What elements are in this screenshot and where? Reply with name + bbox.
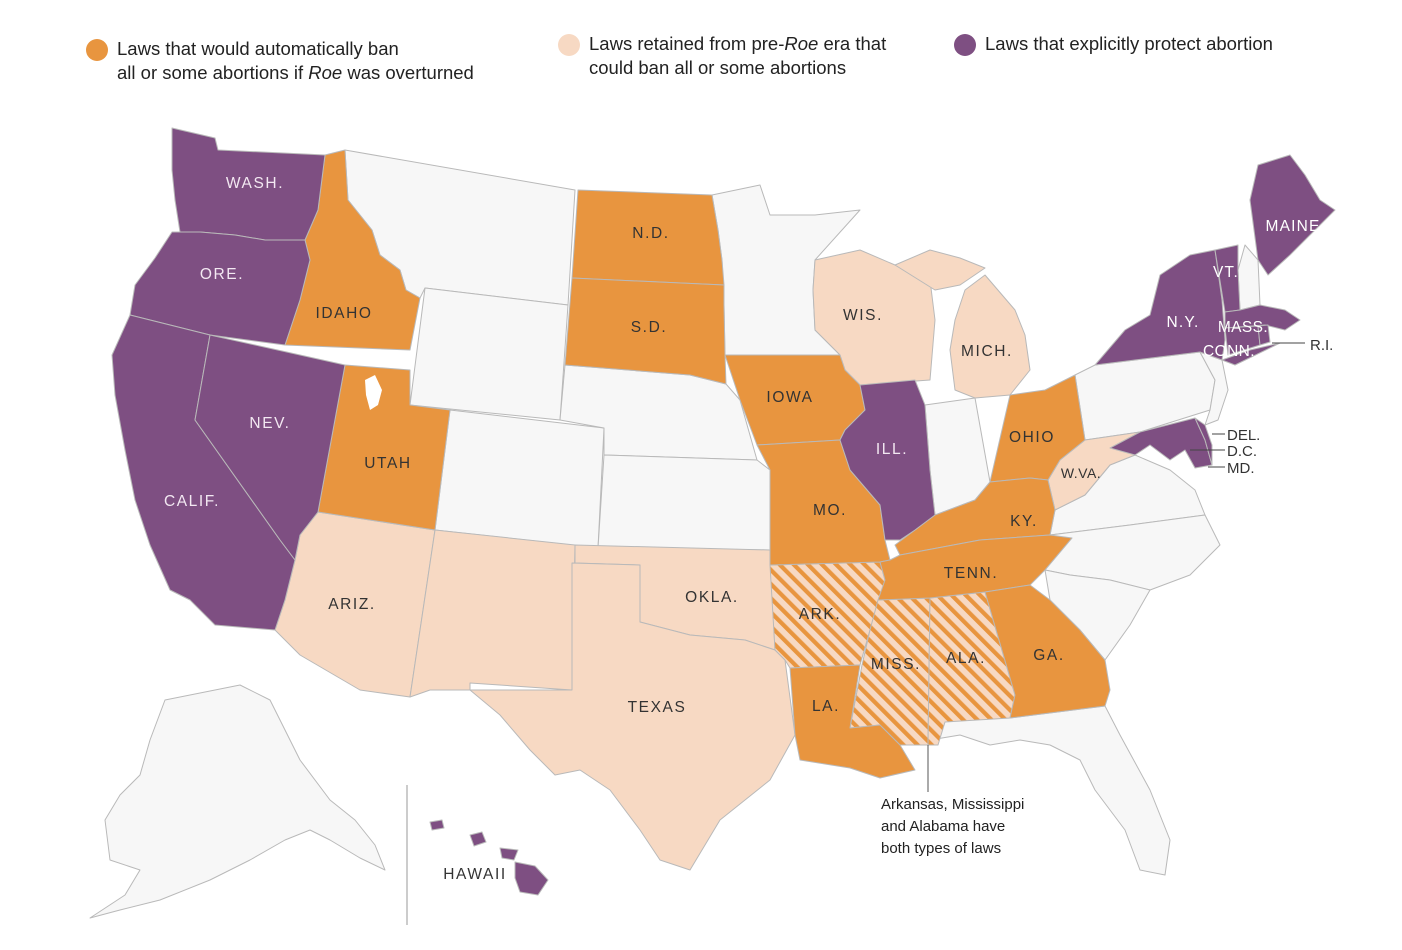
label-ia: IOWA [766, 389, 813, 406]
states-both-laws [769, 561, 1016, 746]
label-wi: WIS. [843, 307, 883, 324]
great-salt-lake [365, 375, 382, 410]
label-ga: GA. [1033, 647, 1065, 664]
annotation-line-2: and Alabama have [881, 818, 1005, 835]
legend-label-protect: Laws that explicitly protect abortion [985, 33, 1273, 54]
legend-item-auto-ban: Laws that would automatically ban all or… [86, 37, 474, 85]
states-auto-ban [284, 149, 1111, 779]
state-colorado [434, 409, 605, 549]
state-kansas [597, 454, 771, 551]
map-legend: Laws that would automatically ban all or… [0, 0, 1402, 100]
state-wyoming [409, 287, 569, 421]
states-no-law [89, 149, 1261, 919]
state-hawaii-oahu [469, 831, 487, 847]
state-rhode-island [1257, 324, 1271, 346]
legend-item-pre-roe: Laws retained from pre-Roe era that coul… [558, 32, 886, 80]
label-ny: N.Y. [1167, 314, 1200, 331]
label-il: ILL. [876, 441, 908, 458]
label-ok: OKLA. [685, 589, 739, 606]
legend-item-protect: Laws that explicitly protect abortion [954, 32, 1273, 56]
annotation-line-1: Arkansas, Mississippi [881, 796, 1024, 813]
state-vermont [1214, 244, 1241, 313]
state-louisiana [789, 664, 916, 779]
legend-label-pre-roe: Laws retained from pre-Roe era that coul… [589, 33, 887, 78]
state-texas [469, 562, 796, 871]
state-new-jersey [1199, 351, 1229, 426]
label-la: LA. [812, 698, 840, 715]
legend-swatch-protect [954, 34, 976, 56]
label-nd: N.D. [632, 225, 669, 242]
label-ms: MISS. [871, 656, 921, 673]
state-south-dakota [564, 277, 727, 385]
state-delaware [1194, 417, 1213, 466]
label-oh: OHIO [1009, 429, 1055, 446]
label-me: MAINE [1265, 218, 1320, 235]
states-pre-roe [274, 249, 1141, 871]
legend-swatch-auto-ban [86, 39, 108, 61]
label-az: ARIZ. [328, 596, 376, 613]
label-tx: TEXAS [628, 699, 687, 716]
annotation-both-laws: Arkansas, Mississippi and Alabama have b… [881, 796, 1024, 857]
state-florida [909, 705, 1171, 876]
state-hawaii-kauai [429, 819, 445, 831]
label-mo: MO. [813, 502, 847, 519]
label-nv: NEV. [249, 415, 290, 432]
state-maine [1249, 154, 1336, 276]
legend-label-auto-ban: Laws that would automatically ban all or… [117, 38, 474, 83]
label-ky: KY. [1010, 513, 1038, 530]
state-nevada [194, 334, 346, 561]
state-hawaii-big-island [514, 861, 549, 896]
label-tn: TENN. [944, 565, 999, 582]
label-id: IDAHO [315, 305, 372, 322]
state-michigan-up [894, 249, 986, 291]
label-sd: S.D. [631, 319, 668, 336]
state-maryland [1109, 417, 1213, 469]
label-vt: VT. [1213, 264, 1239, 281]
label-ca: CALIF. [164, 493, 220, 510]
label-ct: CONN. [1203, 343, 1255, 360]
annotation-line-3: both types of laws [881, 840, 1001, 857]
state-alaska [89, 684, 386, 919]
states-protect [111, 127, 1336, 896]
legend-swatch-pre-roe [558, 34, 580, 56]
label-ma: MASS. [1218, 319, 1268, 336]
label-dc: D.C. [1227, 443, 1257, 460]
state-hawaii-maui [499, 847, 519, 861]
label-al: ALA. [946, 650, 986, 667]
state-new-hampshire [1237, 244, 1261, 311]
state-labels: WASH. ORE. CALIF. NEV. IDAHO UTAH ARIZ. … [164, 175, 1333, 883]
state-oregon [129, 231, 311, 346]
state-illinois [839, 379, 936, 541]
label-mi: MICH. [961, 343, 1013, 360]
label-ut: UTAH [364, 455, 411, 472]
label-de: DEL. [1227, 427, 1260, 444]
state-michigan [949, 274, 1031, 399]
label-ri: R.I. [1310, 337, 1333, 354]
state-georgia [984, 584, 1111, 719]
label-wv: W.VA. [1061, 465, 1101, 481]
label-ar: ARK. [799, 606, 842, 623]
label-md: MD. [1227, 460, 1255, 477]
label-hi: HAWAII [443, 866, 507, 883]
state-new-mexico [409, 529, 576, 698]
label-wa: WASH. [226, 175, 284, 192]
label-or: ORE. [200, 266, 244, 283]
